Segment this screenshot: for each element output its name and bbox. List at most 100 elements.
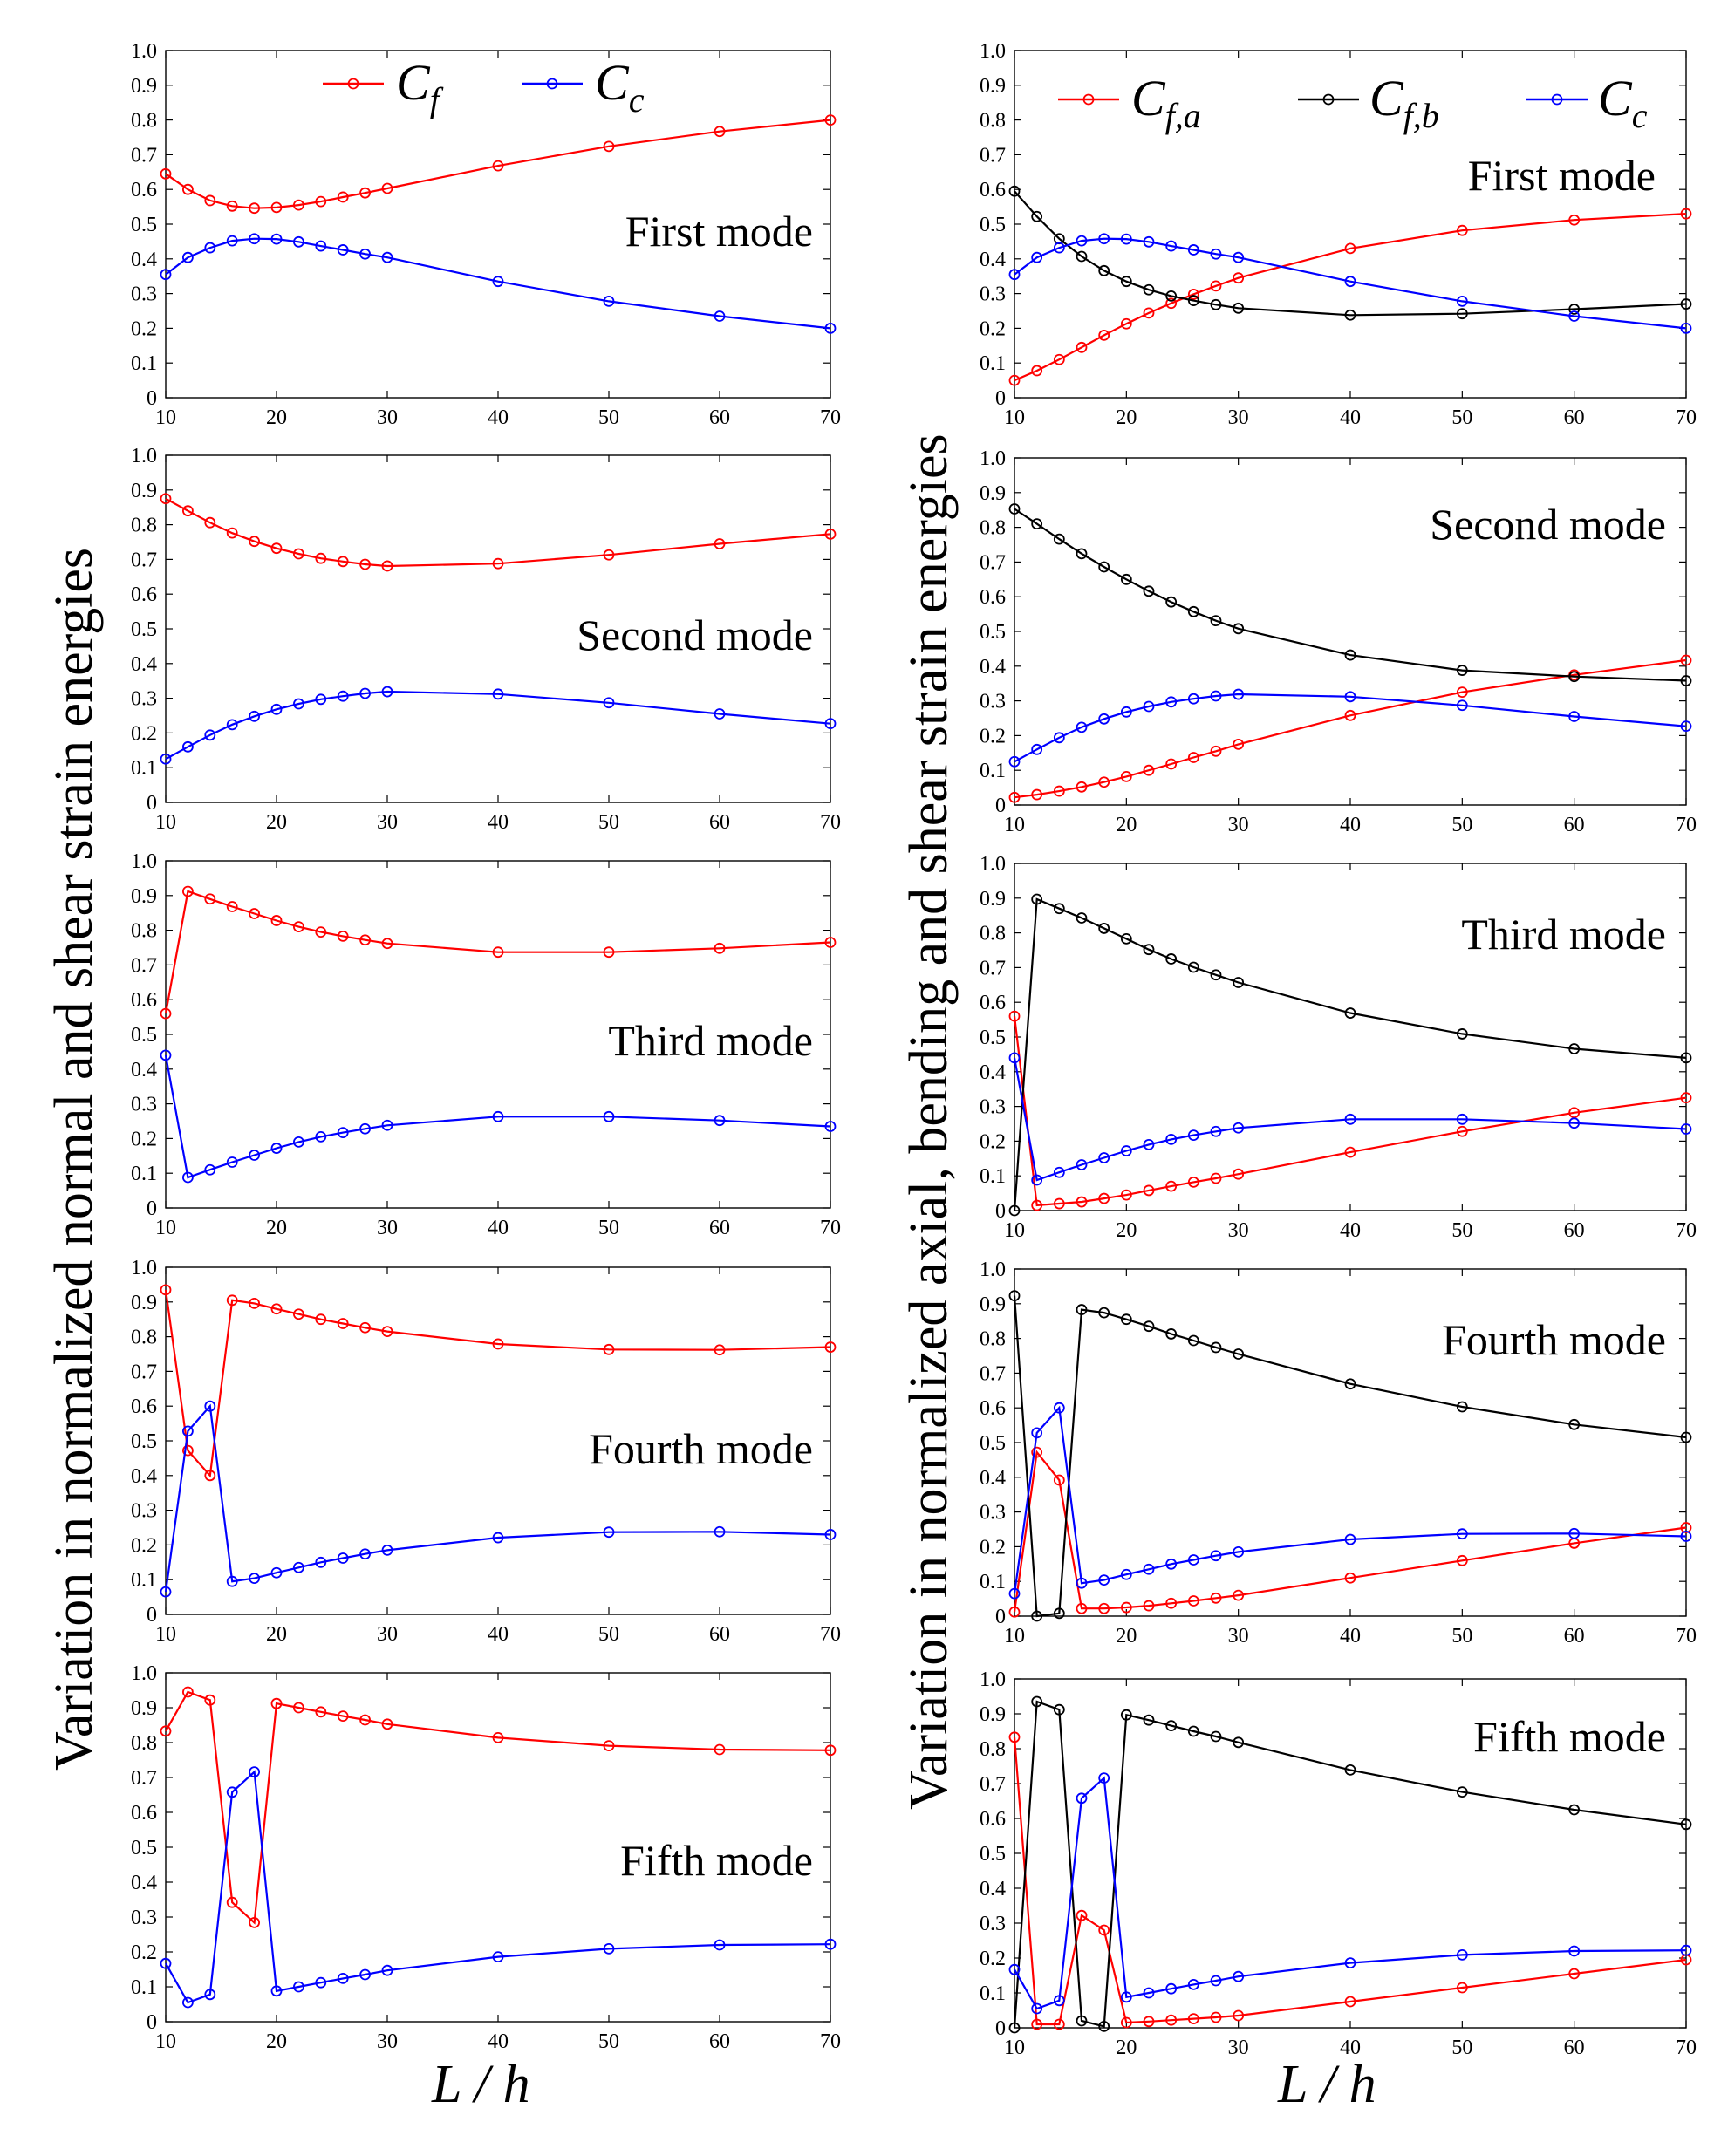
- x-tick-label: 30: [377, 406, 398, 429]
- data-point-c-f-b: [1143, 1714, 1155, 1726]
- y-tick-label: 0.6: [980, 1397, 1006, 1420]
- data-point-c-c: [1076, 721, 1088, 733]
- data-point-c-c: [1233, 688, 1245, 700]
- data-point-c-c: [381, 1544, 393, 1556]
- data-point-c-f-a: [1031, 1199, 1043, 1211]
- data-point-c-c: [315, 1131, 327, 1143]
- data-point-c-f-a: [1187, 1595, 1199, 1607]
- data-point-c-f-b: [1031, 518, 1043, 530]
- series-line-c-c: [164, 1403, 831, 1593]
- x-tick-label: 60: [709, 406, 730, 429]
- y-tick-label: 0.6: [980, 992, 1006, 1014]
- data-point-c-c: [1076, 235, 1088, 247]
- y-tick-label: 1.0: [131, 1662, 157, 1685]
- data-point-c-f: [714, 1743, 726, 1756]
- left-x-axis-label: L / h: [432, 2055, 530, 2114]
- data-point-c-f: [337, 1710, 349, 1722]
- data-point-c-f: [315, 552, 327, 564]
- series-line-c-f-a: [1014, 658, 1687, 799]
- data-point-c-f-a: [1210, 745, 1222, 757]
- data-point-c-f-b: [1031, 1610, 1043, 1622]
- y-tick-label: 0.4: [131, 1465, 157, 1488]
- data-point-c-c: [492, 1110, 504, 1122]
- data-point-c-f: [359, 1321, 372, 1334]
- series-line-c-c: [164, 1054, 831, 1179]
- data-point-c-c: [160, 269, 172, 281]
- data-point-c-c: [337, 690, 349, 702]
- data-point-c-f-b: [1165, 290, 1178, 302]
- x-tick-label: 20: [1116, 406, 1137, 429]
- y-tick-label: 0.6: [980, 179, 1006, 201]
- y-tick-label: 0.1: [980, 1165, 1006, 1188]
- data-point-c-c: [181, 1171, 194, 1184]
- data-point-c-f-a: [1344, 242, 1356, 255]
- series-line-c-c: [165, 690, 831, 761]
- data-point-c-c: [824, 1938, 837, 1950]
- y-tick-label: 0.7: [980, 1773, 1006, 1796]
- x-tick-label: 60: [709, 1217, 730, 1239]
- mode-label: Third mode: [1461, 910, 1666, 959]
- mode-label: Fifth mode: [1473, 1712, 1666, 1761]
- mode-label: Third mode: [608, 1016, 813, 1065]
- data-point-c-f-b: [1344, 1378, 1356, 1390]
- data-point-c-f: [270, 1697, 283, 1709]
- data-point-c-f-a: [1680, 208, 1692, 220]
- data-point-c-c: [603, 1110, 615, 1122]
- x-tick-label: 50: [598, 811, 619, 834]
- data-point-c-f-a: [1344, 1146, 1356, 1158]
- data-point-c-c: [226, 1786, 238, 1798]
- y-tick-label: 0.2: [980, 1536, 1006, 1559]
- data-point-c-c: [359, 687, 372, 699]
- data-point-c-f: [337, 191, 349, 203]
- data-point-c-c: [204, 1989, 216, 2001]
- data-point-c-f-a: [1076, 1909, 1088, 1921]
- data-point-c-c: [1680, 322, 1692, 334]
- y-tick-label: 0.5: [980, 1432, 1006, 1455]
- data-point-c-f: [603, 140, 615, 153]
- mode-label: Fourth mode: [589, 1424, 813, 1473]
- data-point-c-f-b: [1098, 2020, 1110, 2032]
- data-point-c-f-a: [1165, 297, 1178, 310]
- data-point-c-f-a: [1187, 752, 1199, 763]
- data-point-c-c: [824, 718, 837, 730]
- data-point-c-f-a: [1098, 1602, 1110, 1614]
- y-tick-label: 0.2: [980, 1130, 1006, 1153]
- data-point-c-f: [359, 934, 372, 946]
- x-tick-label: 30: [377, 1623, 398, 1646]
- data-point-c-f: [714, 538, 726, 549]
- x-tick-label: 10: [1004, 1219, 1025, 1242]
- x-tick-label: 20: [1116, 1219, 1137, 1242]
- data-point-c-c: [226, 719, 238, 731]
- data-point-c-f-b: [1165, 1328, 1178, 1340]
- y-tick-label: 0.6: [131, 989, 157, 1012]
- data-point-c-c: [359, 1548, 372, 1560]
- x-tick-label: 40: [488, 1217, 509, 1239]
- data-point-c-c: [1456, 1113, 1468, 1125]
- data-point-c-f: [714, 126, 726, 138]
- y-tick-label: 0.7: [131, 1767, 157, 1790]
- data-point-c-c: [1344, 1957, 1356, 1969]
- data-point-c-f-b: [1344, 1007, 1356, 1019]
- data-point-c-c: [1098, 1152, 1110, 1163]
- x-tick-label: 20: [1116, 2037, 1137, 2059]
- data-point-c-f-b: [1187, 1725, 1199, 1737]
- x-tick-label: 40: [1340, 2037, 1361, 2059]
- plot-frame: [165, 454, 831, 803]
- data-point-c-f-b: [1456, 1028, 1468, 1040]
- y-tick-label: 0.2: [980, 725, 1006, 747]
- data-point-c-f-b: [1008, 1204, 1021, 1217]
- data-point-c-c: [1143, 1563, 1155, 1575]
- data-point-c-c: [1165, 1134, 1178, 1145]
- chart-panel-l2: 0 0.1 0.2 0.3 0.4 0.5 0.6 0.7 0.8 0.9 1.0 10 20 30 40 5…: [131, 445, 841, 834]
- data-point-c-c: [270, 1985, 283, 1997]
- data-point-c-f-a: [1344, 1996, 1356, 2008]
- data-point-c-c: [315, 1556, 327, 1568]
- data-point-c-c: [249, 710, 261, 722]
- data-point-c-c: [714, 708, 726, 720]
- y-tick-label: 0.1: [980, 760, 1006, 782]
- x-tick-label: 30: [1228, 814, 1249, 836]
- mode-label: Second mode: [1430, 500, 1666, 549]
- y-tick-label: 0.1: [131, 1569, 157, 1592]
- y-tick-label: 0.8: [980, 517, 1006, 540]
- y-tick-label: 0: [147, 387, 157, 410]
